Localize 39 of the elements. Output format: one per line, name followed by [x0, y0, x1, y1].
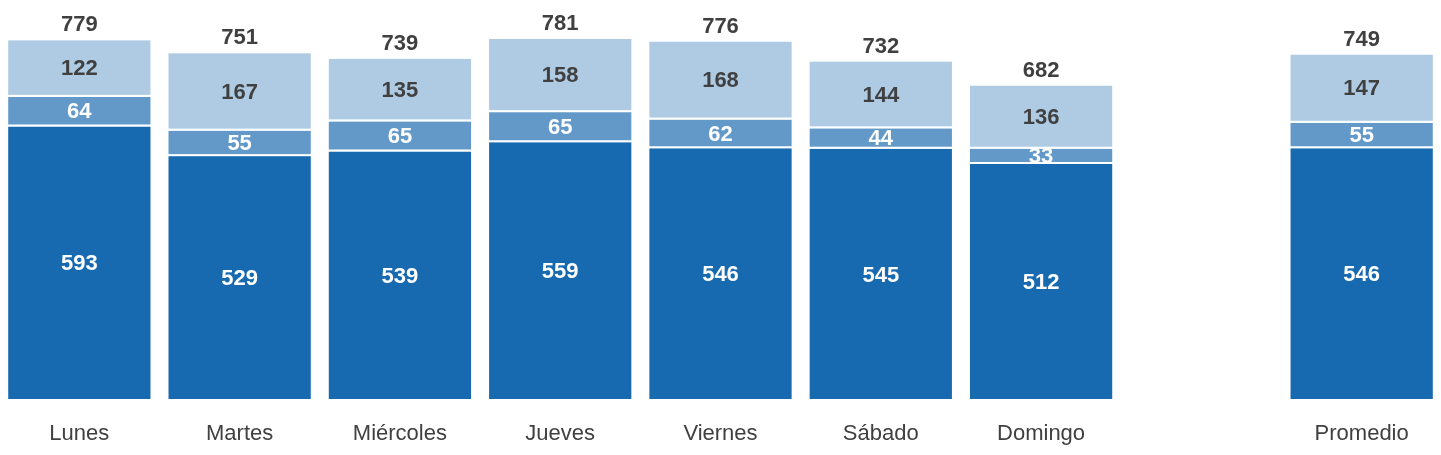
data-label: 44	[868, 125, 894, 151]
data-label: 593	[60, 250, 98, 276]
total-label: 749	[1343, 25, 1381, 51]
x-tick-label: Lunes	[49, 420, 110, 445]
data-label: 147	[1343, 75, 1381, 101]
data-label: 55	[227, 130, 252, 156]
total-label: 781	[541, 10, 579, 35]
x-tick-label: Sábado	[842, 420, 919, 445]
data-label: 546	[702, 261, 739, 287]
data-label: 512	[1022, 269, 1060, 295]
data-label: 545	[862, 261, 900, 287]
total-label: 779	[60, 11, 98, 37]
data-label: 559	[541, 258, 579, 284]
total-label: 682	[1022, 56, 1060, 82]
data-label: 539	[381, 262, 419, 288]
data-label: 546	[1343, 261, 1381, 287]
data-label: 122	[60, 55, 98, 81]
data-label: 144	[862, 81, 900, 107]
x-tick-label: Viernes	[683, 420, 758, 445]
data-label: 65	[387, 123, 413, 149]
data-label: 55	[1349, 122, 1374, 148]
x-tick-label: Martes	[206, 420, 274, 445]
data-label: 62	[708, 120, 733, 146]
x-tick-label: Domingo	[997, 420, 1086, 445]
data-label: 136	[1022, 103, 1060, 129]
x-tick-label: Miércoles	[352, 420, 447, 445]
data-label: 65	[547, 113, 573, 139]
data-label: 168	[702, 67, 739, 93]
data-label: 529	[221, 265, 258, 291]
total-label: 751	[221, 24, 258, 50]
total-label: 732	[862, 32, 900, 58]
total-label: 776	[702, 12, 739, 38]
data-label: 135	[381, 76, 419, 102]
data-label: 158	[541, 62, 579, 88]
x-tick-label: Promedio	[1314, 420, 1409, 445]
data-label: 167	[221, 78, 258, 104]
data-label: 64	[67, 98, 93, 124]
x-tick-label: Jueves	[525, 420, 596, 445]
total-label: 739	[381, 29, 419, 55]
